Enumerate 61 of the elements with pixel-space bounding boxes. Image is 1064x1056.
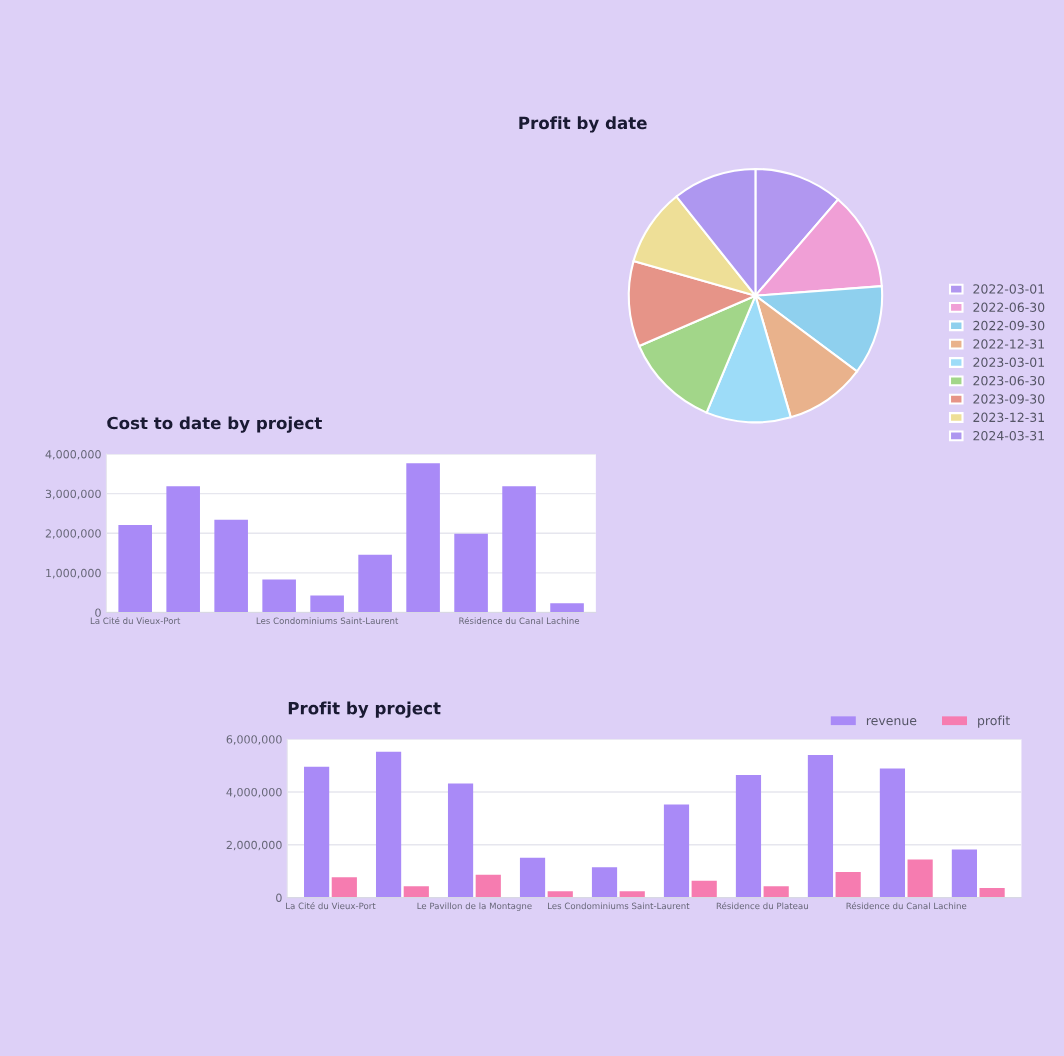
legend-label: 2022-09-30	[973, 320, 1045, 331]
legend-label: 2022-06-30	[973, 302, 1045, 312]
x-tick-label: La Cité du Vieux-Port	[90, 617, 181, 625]
bar	[619, 891, 645, 898]
bar	[375, 751, 402, 898]
bar	[454, 533, 488, 613]
legend-label: 2023-12-31	[973, 412, 1044, 423]
bar	[807, 755, 834, 898]
legend-label: 2023-09-30	[973, 394, 1045, 404]
bar	[763, 886, 789, 898]
x-tick-label: Les Condominiums Saint-Laurent	[548, 902, 690, 910]
bar	[166, 486, 200, 613]
bar	[331, 877, 357, 898]
bar	[591, 867, 618, 898]
x-tick-label: Résidence du Canal Lachine	[459, 617, 580, 625]
legend-label: 2022-03-01	[973, 284, 1044, 294]
y-tick-label: 1,000,000	[46, 568, 101, 579]
legend-label: 2023-06-30	[973, 375, 1045, 386]
y-tick-label: 2,000,000	[45, 529, 101, 539]
y-tick-label: 3,000,000	[45, 489, 101, 500]
bar	[502, 486, 536, 613]
legend-label: profit	[978, 715, 1010, 728]
bar	[447, 783, 474, 898]
y-tick-label: 0	[276, 893, 282, 902]
bar	[310, 595, 344, 613]
bar	[214, 519, 248, 613]
legend-label: 2024-03-31	[973, 430, 1044, 441]
bar	[663, 804, 690, 898]
bar	[403, 886, 429, 898]
bar	[951, 849, 977, 898]
y-tick-label: 0	[95, 608, 101, 617]
bar	[879, 768, 906, 898]
legend-label: 2023-03-01	[973, 357, 1044, 368]
legend-label: 2022-12-31	[973, 339, 1044, 349]
x-tick-label: Les Condominiums Saint-Laurent	[256, 617, 399, 625]
bar	[691, 880, 717, 898]
bar	[907, 859, 933, 898]
x-tick-label: Résidence du Canal Lachine	[846, 902, 967, 910]
y-tick-label: 4,000,000	[45, 450, 101, 460]
x-tick-label: La Cité du Vieux-Port	[286, 902, 376, 910]
bar	[835, 871, 861, 898]
chart-title: Profit by date	[519, 116, 647, 133]
bar	[735, 775, 762, 898]
bar	[547, 891, 573, 898]
y-tick-label: 4,000,000	[226, 787, 282, 798]
bar	[358, 554, 392, 613]
bar	[118, 524, 152, 613]
chart-title: Profit by project	[288, 701, 441, 718]
x-tick-label: Résidence du Plateau	[716, 902, 808, 910]
bar	[550, 603, 584, 613]
chart-title: Cost to date by project	[107, 416, 322, 433]
y-tick-label: 2,000,000	[226, 840, 282, 851]
bar	[406, 463, 440, 613]
x-tick-label: Le Pavillon de la Montagne	[417, 902, 532, 911]
bar	[979, 888, 1005, 898]
y-tick-label: 6,000,000	[226, 735, 282, 745]
bar	[262, 579, 296, 613]
bar	[475, 874, 501, 898]
bar	[304, 766, 330, 898]
bar	[519, 857, 546, 898]
legend-label: revenue	[866, 718, 917, 726]
